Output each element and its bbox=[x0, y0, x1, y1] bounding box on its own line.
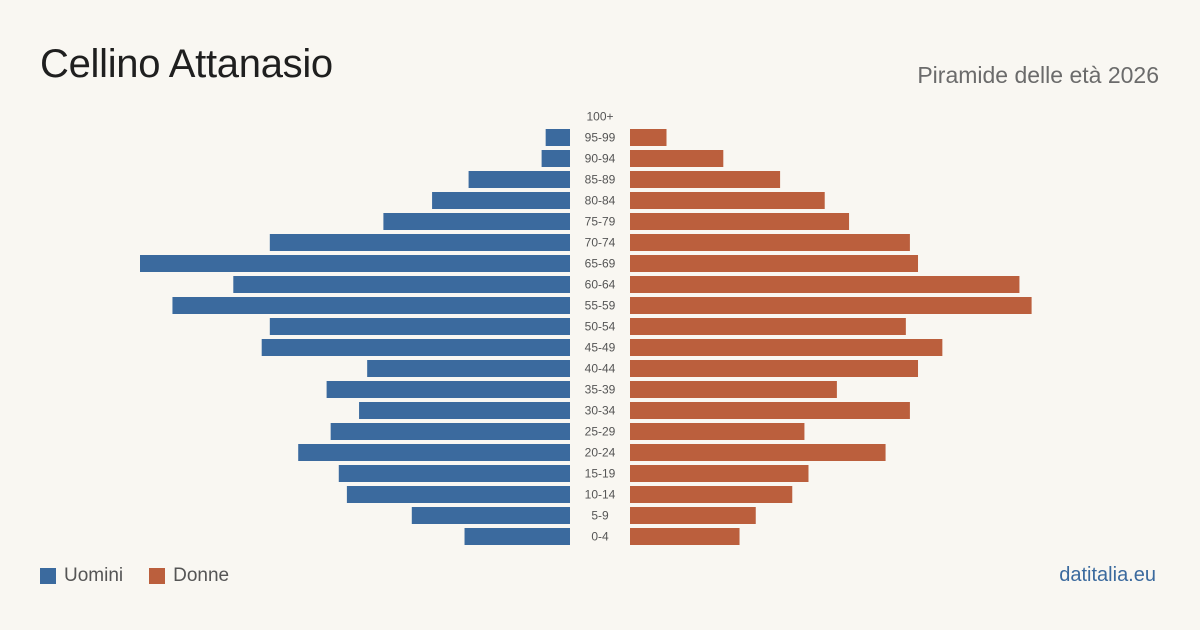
age-label-15-19: 15-19 bbox=[585, 467, 616, 481]
bar-men-70-74 bbox=[269, 234, 570, 251]
age-label-60-64: 60-64 bbox=[585, 278, 616, 292]
bar-men-35-39 bbox=[326, 381, 570, 398]
age-label-75-79: 75-79 bbox=[585, 215, 616, 229]
bar-men-60-64 bbox=[233, 276, 570, 293]
legend-label-men: Uomini bbox=[64, 565, 124, 586]
age-label-45-49: 45-49 bbox=[585, 341, 616, 355]
age-label-0-4: 0-4 bbox=[591, 530, 609, 544]
bar-men-15-19 bbox=[338, 465, 570, 482]
bar-women-85-89 bbox=[630, 171, 781, 188]
bar-men-90-94 bbox=[541, 150, 570, 167]
bar-men-80-84 bbox=[432, 192, 570, 209]
bar-men-30-34 bbox=[359, 402, 570, 419]
bar-men-0-4 bbox=[464, 528, 570, 545]
legend-swatch-men bbox=[40, 568, 56, 584]
page-title: Cellino Attanasio bbox=[40, 42, 333, 86]
age-label-95-99: 95-99 bbox=[585, 131, 616, 145]
age-label-30-34: 30-34 bbox=[585, 404, 616, 418]
age-label-100+: 100+ bbox=[586, 110, 613, 124]
legend-item-women: Donne bbox=[149, 565, 229, 587]
bar-men-50-54 bbox=[269, 318, 570, 335]
bar-women-35-39 bbox=[630, 381, 837, 398]
bar-women-5-9 bbox=[630, 507, 756, 524]
legend-item-men: Uomini bbox=[40, 565, 123, 587]
bar-women-70-74 bbox=[630, 234, 910, 251]
chart-subtitle: Piramide delle età 2026 bbox=[917, 62, 1159, 88]
age-label-85-89: 85-89 bbox=[585, 173, 616, 187]
bar-women-80-84 bbox=[630, 192, 825, 209]
bar-women-75-79 bbox=[630, 213, 850, 230]
age-label-40-44: 40-44 bbox=[585, 362, 616, 376]
age-label-10-14: 10-14 bbox=[585, 488, 616, 502]
bar-men-10-14 bbox=[346, 486, 570, 503]
bar-men-95-99 bbox=[545, 129, 570, 146]
bar-women-55-59 bbox=[630, 297, 1032, 314]
bar-women-0-4 bbox=[630, 528, 740, 545]
age-label-55-59: 55-59 bbox=[585, 299, 616, 313]
legend: Uomini Donne bbox=[40, 565, 255, 587]
age-label-80-84: 80-84 bbox=[585, 194, 616, 208]
age-label-25-29: 25-29 bbox=[585, 425, 616, 439]
bar-women-60-64 bbox=[630, 276, 1020, 293]
age-label-50-54: 50-54 bbox=[585, 320, 616, 334]
bar-women-65-69 bbox=[630, 255, 919, 272]
bar-men-5-9 bbox=[411, 507, 570, 524]
age-label-35-39: 35-39 bbox=[585, 383, 616, 397]
bar-men-55-59 bbox=[172, 297, 571, 314]
age-label-5-9: 5-9 bbox=[591, 509, 609, 523]
legend-swatch-women bbox=[149, 568, 166, 584]
bar-women-95-99 bbox=[630, 129, 667, 146]
age-label-65-69: 65-69 bbox=[585, 257, 616, 271]
bar-women-40-44 bbox=[630, 360, 919, 377]
bar-men-65-69 bbox=[140, 255, 570, 272]
bar-women-90-94 bbox=[630, 150, 724, 167]
brand-link[interactable]: datitalia.eu bbox=[1059, 564, 1156, 586]
bar-women-20-24 bbox=[630, 444, 886, 461]
bar-men-75-79 bbox=[383, 213, 570, 230]
legend-label-women: Donne bbox=[173, 565, 230, 586]
bar-women-50-54 bbox=[630, 318, 906, 335]
bar-women-25-29 bbox=[630, 423, 805, 440]
bar-men-25-29 bbox=[330, 423, 570, 440]
age-label-70-74: 70-74 bbox=[585, 236, 616, 250]
bar-men-45-49 bbox=[261, 339, 570, 356]
bar-men-20-24 bbox=[298, 444, 570, 461]
bar-women-30-34 bbox=[630, 402, 910, 419]
bar-women-45-49 bbox=[630, 339, 943, 356]
bar-men-40-44 bbox=[367, 360, 570, 377]
age-label-20-24: 20-24 bbox=[585, 446, 616, 460]
bar-women-15-19 bbox=[630, 465, 809, 482]
age-label-90-94: 90-94 bbox=[585, 152, 616, 166]
bar-men-85-89 bbox=[468, 171, 570, 188]
bar-women-10-14 bbox=[630, 486, 793, 503]
